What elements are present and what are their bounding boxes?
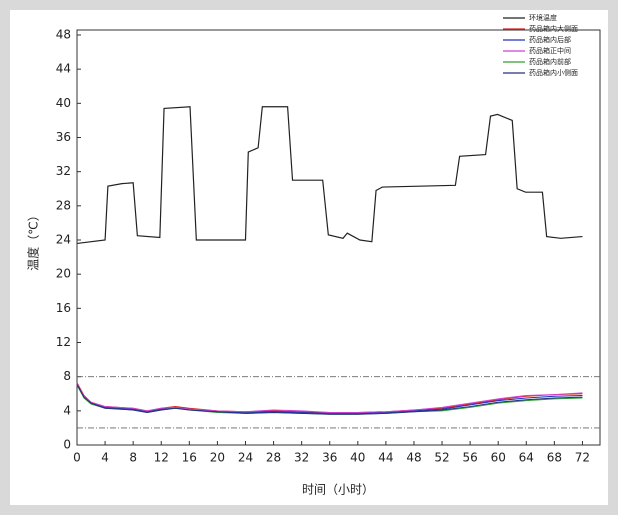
x-axis-label: 时间（小时） bbox=[302, 483, 374, 497]
x-tick-label: 16 bbox=[182, 451, 197, 465]
y-tick-label: 44 bbox=[56, 62, 71, 76]
x-tick-label: 52 bbox=[434, 451, 449, 465]
y-tick-label: 24 bbox=[56, 233, 71, 247]
legend-label: 药品箱内小侧面 bbox=[529, 68, 578, 77]
series-line bbox=[76, 106, 583, 245]
legend-label: 药品箱正中间 bbox=[529, 46, 571, 55]
legend-label: 药品箱内前部 bbox=[529, 57, 571, 66]
x-tick-label: 44 bbox=[378, 451, 393, 465]
y-tick-label: 20 bbox=[56, 267, 71, 281]
legend-label: 环境温度 bbox=[529, 13, 557, 22]
x-tick-label: 64 bbox=[519, 451, 534, 465]
y-tick-label: 40 bbox=[56, 96, 71, 110]
legend-label: 药品箱内大侧面 bbox=[529, 24, 578, 33]
x-tick-label: 48 bbox=[406, 451, 421, 465]
x-tick-label: 36 bbox=[322, 451, 337, 465]
x-tick-label: 8 bbox=[129, 451, 137, 465]
y-tick-label: 16 bbox=[56, 301, 71, 315]
x-tick-label: 0 bbox=[73, 451, 81, 465]
y-tick-label: 4 bbox=[63, 403, 71, 417]
y-tick-label: 12 bbox=[56, 335, 71, 349]
x-tick-label: 20 bbox=[210, 451, 225, 465]
x-tick-label: 68 bbox=[547, 451, 562, 465]
series-line bbox=[76, 384, 583, 414]
x-tick-label: 40 bbox=[350, 451, 365, 465]
x-tick-label: 60 bbox=[491, 451, 506, 465]
legend-label: 药品箱内后部 bbox=[529, 35, 571, 44]
plot-frame bbox=[76, 29, 601, 446]
y-tick-label: 0 bbox=[63, 438, 71, 452]
y-tick-label: 32 bbox=[56, 164, 71, 178]
x-tick-label: 56 bbox=[462, 451, 477, 465]
x-tick-label: 12 bbox=[154, 451, 169, 465]
y-tick-label: 8 bbox=[63, 369, 71, 383]
x-tick-label: 32 bbox=[294, 451, 309, 465]
series-line bbox=[76, 384, 583, 415]
x-tick-label: 28 bbox=[266, 451, 281, 465]
y-tick-label: 48 bbox=[56, 28, 71, 42]
x-tick-label: 24 bbox=[238, 451, 253, 465]
y-tick-label: 36 bbox=[56, 130, 71, 144]
series-line bbox=[76, 383, 583, 414]
x-tick-label: 4 bbox=[101, 451, 109, 465]
y-tick-label: 28 bbox=[56, 198, 71, 212]
y-axis-label: 温度（℃） bbox=[26, 209, 41, 270]
panel bbox=[10, 10, 608, 505]
x-tick-label: 72 bbox=[575, 451, 590, 465]
